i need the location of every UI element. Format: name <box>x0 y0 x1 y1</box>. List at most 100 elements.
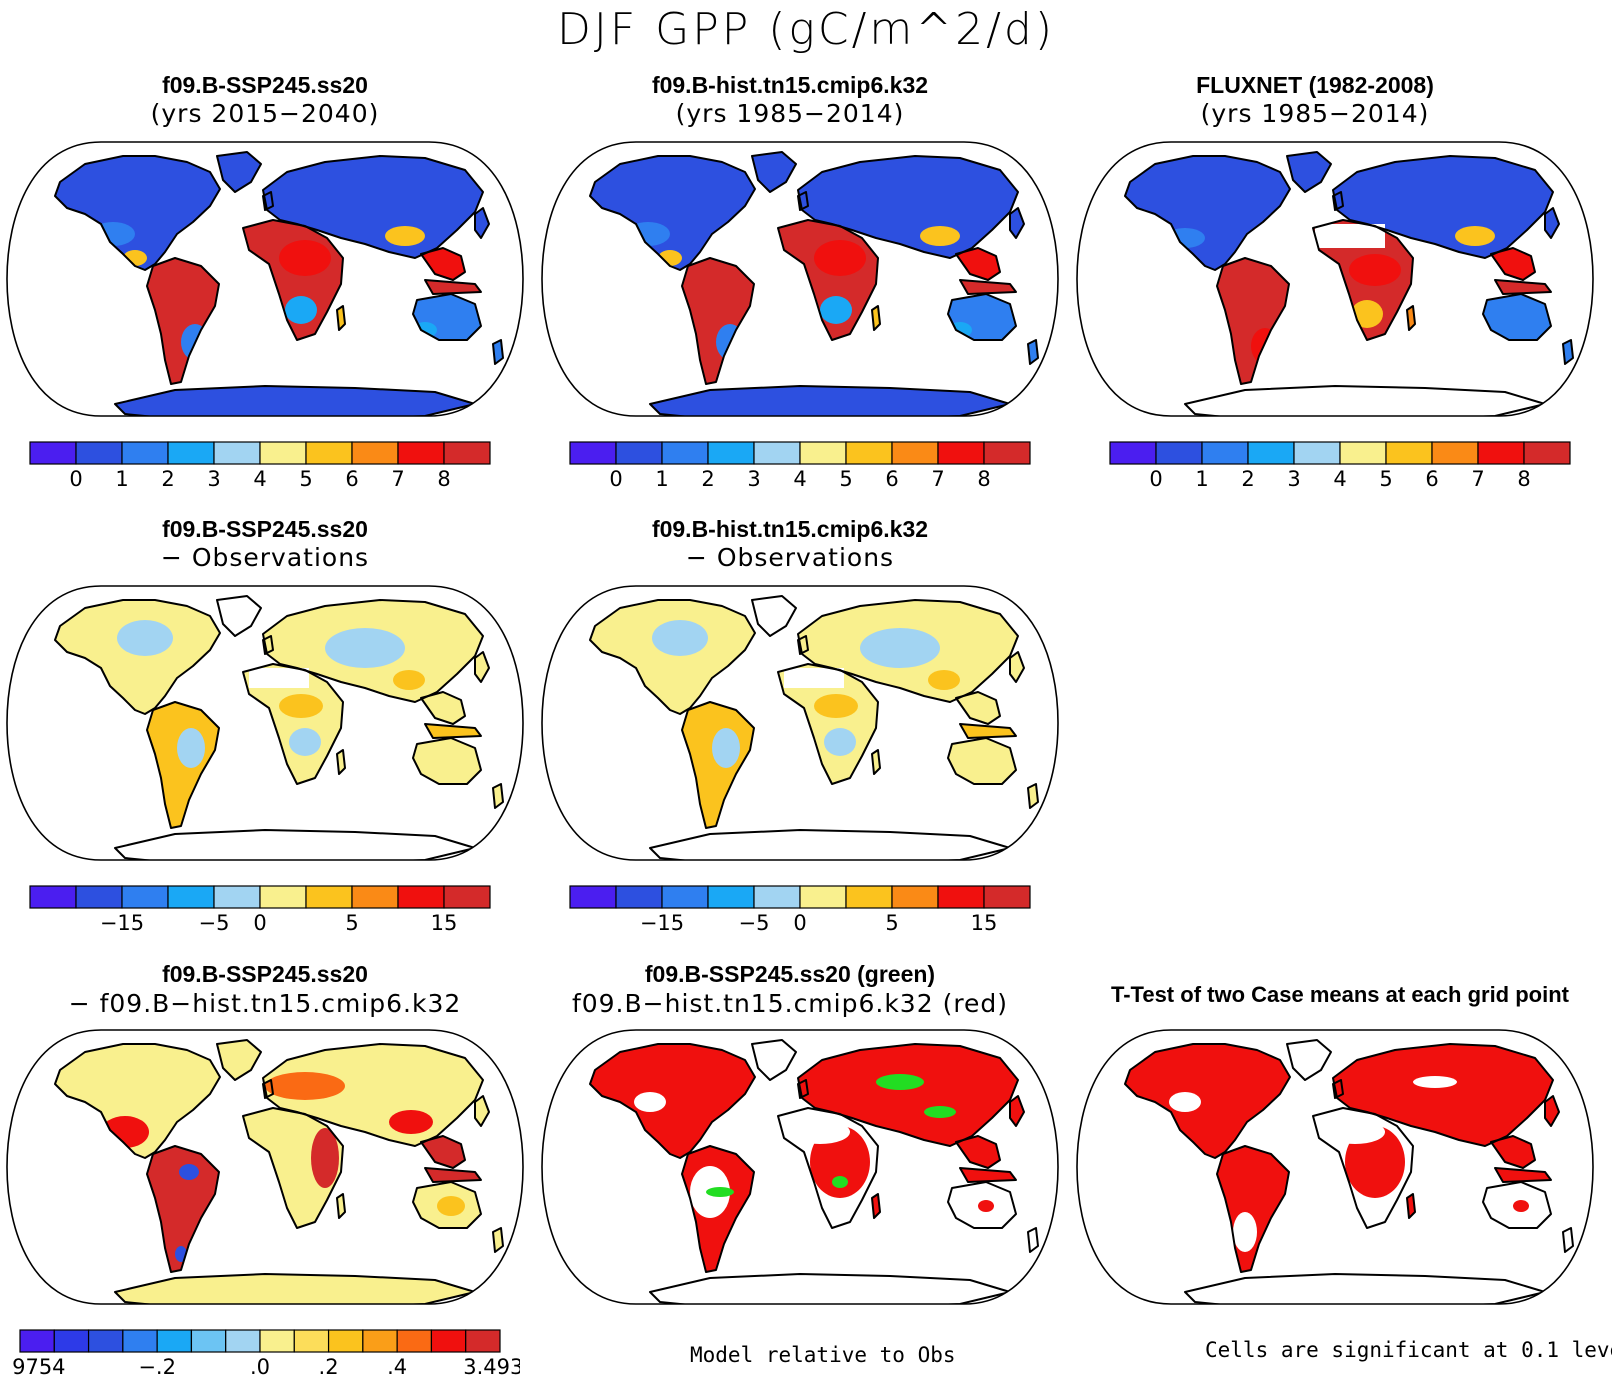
colorbar-tick-label: 3 <box>1287 467 1300 491</box>
landmass-antarctica <box>650 1274 1010 1304</box>
field-patch <box>920 226 960 246</box>
field-patch <box>1455 226 1495 246</box>
field-patch <box>820 296 852 324</box>
colorbar-tick-label: 0 <box>69 467 82 491</box>
colorbar-tick-label: 8 <box>437 467 450 491</box>
colorbar-swatch <box>19 1329 55 1353</box>
field-patch <box>1169 1092 1201 1112</box>
landmass-antarctica <box>115 1274 475 1304</box>
compare-note: Model relative to Obs <box>690 1343 956 1367</box>
landmass-samerica <box>147 1146 219 1272</box>
colorbar-swatch <box>362 1329 398 1353</box>
landmass-seasia <box>956 248 1000 280</box>
map-border <box>6 585 524 861</box>
map-panel-1 <box>6 141 524 417</box>
coastline-madagascar <box>871 305 881 331</box>
coastline-nz <box>492 1227 504 1253</box>
landmass-australia <box>413 294 481 340</box>
colorbar-swatch <box>213 885 261 909</box>
coastline-japan <box>1544 1095 1560 1127</box>
field-patch <box>814 694 858 718</box>
landmass-antarctica <box>1185 1274 1545 1304</box>
field-patch <box>1251 328 1279 364</box>
field-patch <box>814 240 866 276</box>
map-border <box>541 141 1059 417</box>
colorbar-swatch <box>122 1329 158 1353</box>
field-patch <box>265 1072 345 1100</box>
landmass-nz <box>493 1228 503 1252</box>
field-patch <box>924 1106 956 1118</box>
colorbar-swatch <box>1385 441 1433 465</box>
coastline-africa <box>777 663 879 785</box>
landmass-eurasia <box>263 156 483 258</box>
coastline-samerica <box>146 257 220 385</box>
colorbar-swatch <box>443 885 491 909</box>
colorbar-swatch <box>259 1329 295 1353</box>
ttest-note: Cells are significant at 0.1 level <box>1205 1338 1612 1362</box>
colorbar-swatch <box>569 885 617 909</box>
coastline-uk <box>797 191 809 211</box>
field-patch <box>177 728 205 768</box>
landmass-samerica <box>682 702 754 828</box>
coastline-samerica <box>146 1145 220 1273</box>
landmass-africa <box>243 664 343 784</box>
colorbar-swatch <box>327 1329 364 1353</box>
map-panel-7 <box>541 1029 1059 1305</box>
colorbar-tick-label: 7 <box>931 467 944 491</box>
colorbar-swatch <box>53 1329 90 1353</box>
coastline-seasia <box>1490 1135 1536 1169</box>
landmass-nz <box>1563 1228 1573 1252</box>
colorbar-tick-label: −5 <box>199 911 230 935</box>
coastline-greenland <box>216 151 262 193</box>
colorbar-tick-label: 2 <box>701 467 714 491</box>
colorbar-tick-label: 1 <box>115 467 128 491</box>
field-patch <box>385 226 425 246</box>
colorbar-tick-label: 3 <box>747 467 760 491</box>
colorbar-tick-label: 5 <box>299 467 312 491</box>
coastline-samerica <box>146 701 220 829</box>
colorbar-swatch <box>1339 441 1387 465</box>
landmass-eurasia <box>1333 156 1553 258</box>
landmass-nz <box>493 784 503 808</box>
colorbar-swatch <box>397 441 445 465</box>
coastline-nz <box>1027 1227 1039 1253</box>
colorbar-swatch <box>569 441 617 465</box>
colorbar-swatch <box>305 441 353 465</box>
colorbar-tick-label: 4 <box>793 467 806 491</box>
field-patch <box>706 1187 734 1197</box>
coastline-namerica <box>589 1043 756 1159</box>
landmass-samerica <box>147 258 219 384</box>
colorbar-swatch <box>225 1329 261 1353</box>
landmass-antarctica <box>650 386 1010 416</box>
colorbar-swatch <box>845 441 893 465</box>
landmass-australia <box>1483 294 1551 340</box>
panel-4-title: f09.B-SSP245.ss20 <box>162 516 368 542</box>
landmass-australia <box>948 738 1016 784</box>
coastline-greenland <box>751 1039 797 1081</box>
landmass-namerica <box>590 156 755 270</box>
colorbar-swatch <box>443 441 491 465</box>
landmass-nz <box>1028 784 1038 808</box>
landmass-antarctica <box>115 830 475 860</box>
colorbar-tick-label: 5 <box>1379 467 1392 491</box>
colorbar-swatch <box>753 885 801 909</box>
colorbar-swatch <box>983 885 1031 909</box>
colorbar-swatch <box>156 1329 193 1353</box>
landmass-africa <box>778 664 878 784</box>
colorbar-tick-label: 0 <box>1149 467 1162 491</box>
colorbar-panel-3: 0 1 2 3 4 5 6 7 8 <box>1109 441 1571 491</box>
landmass-nz <box>1028 1228 1038 1252</box>
coastline-indonesia <box>1494 279 1552 295</box>
coastline-australia <box>412 1181 482 1229</box>
coastline-uk <box>262 1079 274 1099</box>
colorbar-panel-5: −15 −5 0 5 15 <box>569 885 1031 935</box>
colorbar-panel-1: 0 1 2 3 4 5 6 7 8 <box>29 441 491 491</box>
map-border <box>541 585 1059 861</box>
coastline-seasia <box>955 247 1001 281</box>
colorbar-swatch <box>121 885 169 909</box>
landmass-namerica <box>590 1044 755 1158</box>
map-panel-8 <box>1076 1029 1594 1305</box>
field-patch <box>437 1196 465 1216</box>
colorbar-swatch <box>937 885 985 909</box>
colorbar-tick-label: 4 <box>253 467 266 491</box>
